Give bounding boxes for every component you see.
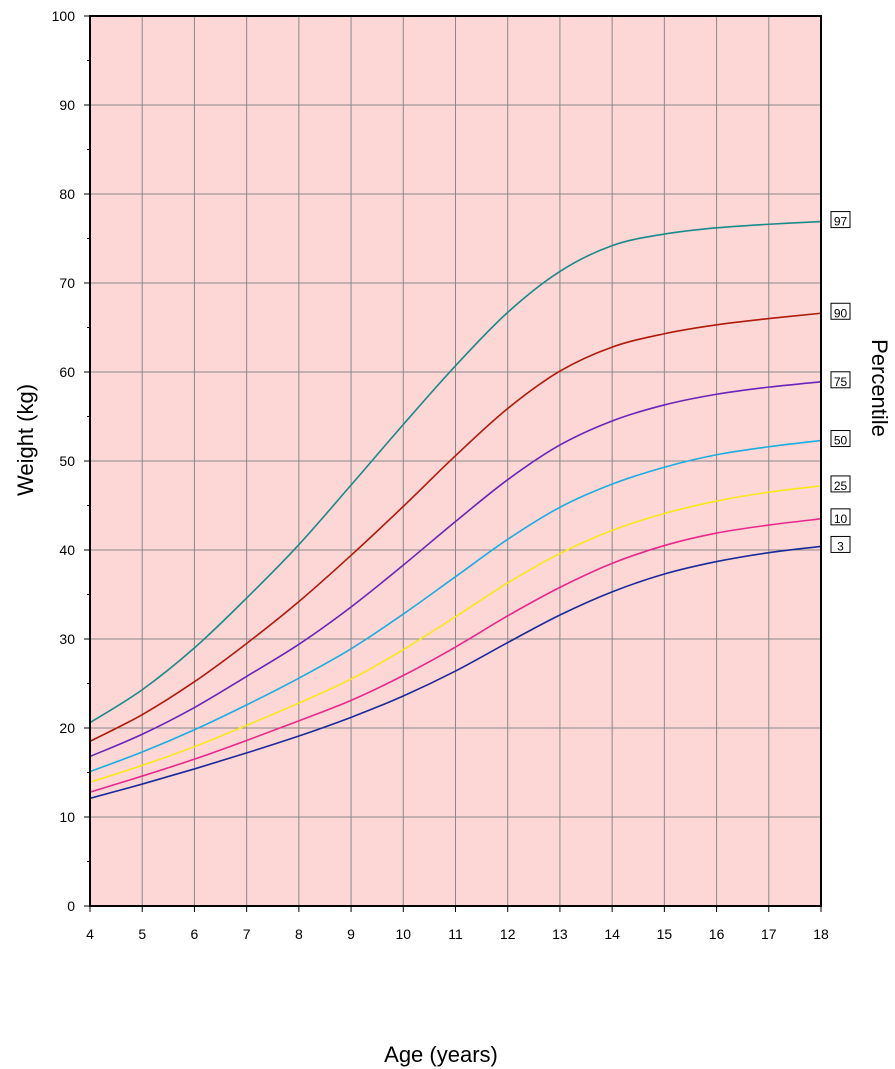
x-tick-label: 18	[813, 926, 829, 942]
percentile-label-box	[830, 475, 851, 493]
x-tick-label: 8	[295, 926, 303, 942]
x-tick-label: 14	[604, 926, 620, 942]
x-tick-label: 13	[552, 926, 568, 942]
percentile-label-box	[830, 302, 851, 320]
percentile-label-25: 25	[830, 475, 851, 493]
x-axis-title: Age (years)	[384, 1042, 498, 1067]
percentile-label-10: 10	[830, 508, 851, 526]
percentile-line-3	[89, 545, 822, 800]
y-tick-label: 0	[67, 898, 75, 914]
y-tick-label: 50	[59, 453, 75, 469]
x-tick-label: 5	[138, 926, 146, 942]
percentile-line-50	[89, 439, 822, 773]
x-tick-label: 9	[347, 926, 355, 942]
percentile-lines	[89, 220, 822, 800]
x-tick-label: 12	[500, 926, 516, 942]
percentile-line-25	[89, 485, 822, 784]
percentile-label-text: 50	[834, 434, 848, 448]
x-tick-label: 7	[243, 926, 251, 942]
x-axis-ticks: 4 5 6 7 8 9 10 11 12 13 14 15 16 17 18	[86, 906, 829, 942]
percentile-label-box	[830, 535, 851, 553]
y-tick-label: 70	[59, 275, 75, 291]
percentile-label-97: 97	[830, 211, 851, 229]
percentile-label-75: 75	[830, 371, 851, 389]
percentile-label-box	[830, 508, 851, 526]
percentile-label-box	[830, 211, 851, 229]
y-tick-label: 80	[59, 186, 75, 202]
y-tick-label: 100	[52, 8, 76, 24]
x-tick-label: 15	[657, 926, 673, 942]
x-tick-label: 17	[761, 926, 777, 942]
percentile-label-text: 3	[837, 539, 844, 553]
percentile-line-75	[89, 380, 822, 758]
y-tick-label: 10	[59, 809, 75, 825]
percentile-label-text: 25	[834, 479, 848, 493]
percentile-label-box	[830, 371, 851, 389]
y-tick-label: 90	[59, 97, 75, 113]
percentile-line-97	[89, 220, 822, 724]
x-tick-label: 6	[191, 926, 199, 942]
x-tick-label: 10	[395, 926, 411, 942]
y-tick-label: 60	[59, 364, 75, 380]
percentile-axis-title: Percentile	[867, 339, 892, 437]
x-tick-label: 4	[86, 926, 94, 942]
x-tick-label: 16	[709, 926, 725, 942]
percentile-label-90: 90	[830, 302, 851, 320]
percentile-label-text: 97	[834, 215, 848, 229]
percentile-label-text: 10	[834, 512, 848, 526]
percentile-line-90	[89, 312, 822, 743]
percentile-labels: 97 90 75 50 25 10 3	[830, 211, 851, 553]
percentile-label-box	[830, 430, 851, 448]
y-tick-label: 20	[59, 720, 75, 736]
percentile-label-text: 75	[834, 375, 848, 389]
y-axis-ticks: 0 10 20 30 40 50 60 70 80 90 100	[52, 8, 90, 914]
y-tick-label: 30	[59, 631, 75, 647]
percentile-label-50: 50	[830, 430, 851, 448]
percentile-line-10	[89, 518, 822, 793]
percentile-label-text: 90	[834, 306, 848, 320]
y-tick-label: 40	[59, 542, 75, 558]
percentile-label-3: 3	[830, 535, 851, 553]
y-axis-title: Weight (kg)	[13, 384, 38, 496]
x-tick-label: 11	[448, 926, 463, 942]
